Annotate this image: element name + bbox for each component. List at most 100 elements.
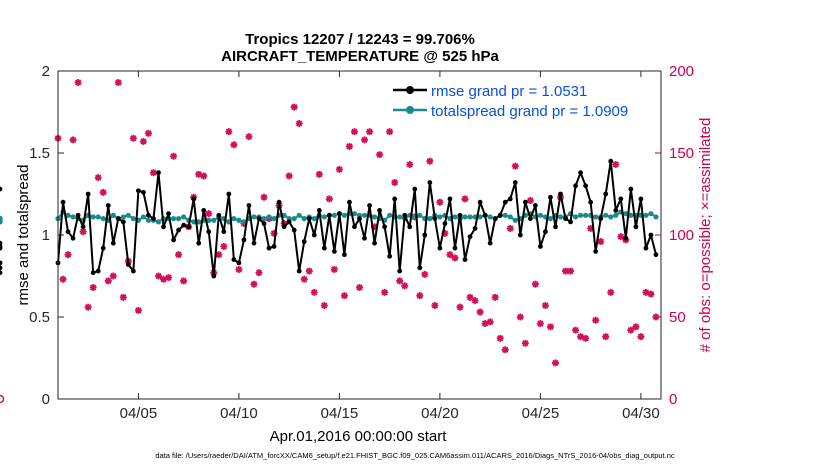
obs-count-point [305,267,313,275]
y-right-tick-label: 50 [669,309,686,326]
obs-count-point [94,174,102,182]
totalspread-point [502,212,508,218]
rmse-point [648,232,654,238]
obs-count-point [541,302,549,310]
obs-count-point [607,288,615,296]
obs-count-point [345,142,353,150]
totalspread-point [603,212,609,218]
totalspread-point [462,214,468,220]
rmse-point [196,240,202,246]
obs-count-point [431,302,439,310]
obs-count-point [421,270,429,278]
totalspread-point [65,212,71,218]
obs-count-point [371,223,379,231]
obs-count-point [416,292,424,300]
obs-count-point [637,333,645,341]
y-right-tick-label: 100 [669,227,694,244]
rmse-point [447,196,453,202]
rmse-point [241,237,247,243]
totalspread-point [95,214,101,220]
rmse-point [563,216,568,222]
obs-count-point [64,251,72,259]
obs-count-point [109,272,117,280]
data-file-footer: data file: /Users/raeder/DAI/ATM_forcXX/… [155,451,675,460]
totalspread-point [387,212,393,218]
obs-count-point [245,133,253,141]
totalspread-point [236,217,242,223]
totalspread-point [120,214,126,220]
legend-spread-label: totalspread grand pr = 1.0909 [431,103,628,120]
rmse-point [0,245,3,251]
obs-count-point [572,326,580,334]
obs-count-point [577,333,585,341]
rmse-point [226,191,232,197]
obs-count-point [531,280,539,288]
rmse-point [482,212,488,218]
obs-count-point [486,318,494,326]
rmse-point [90,270,96,276]
obs-count-point [165,274,173,282]
obs-count-point [155,272,162,280]
rmse-point [130,268,136,274]
rmse-point [417,265,423,271]
obs-count-point [255,269,263,277]
rmse-point [653,252,659,258]
rmse-point [532,203,538,208]
axes-frame [57,70,662,400]
rmse-point [291,227,297,233]
obs-count-point [350,128,358,136]
obs-count-point [451,254,459,262]
obs-count-point [340,292,348,300]
totalspread-point [301,216,307,222]
rmse-point [352,224,357,230]
rmse-point [633,224,639,230]
totalspread-point [341,212,348,218]
obs-count-point [290,103,298,111]
x-tick-label: 04/20 [421,405,459,422]
rmse-point [0,186,3,192]
totalspread-point [593,214,599,220]
rmse-point [271,244,277,249]
rmse-point [512,180,518,185]
rmse-point [603,191,609,197]
rmse-point [231,257,237,262]
y-right-tick-label: 150 [669,145,694,162]
rmse-point [110,240,116,246]
totalspread-point [176,216,182,222]
obs-count-point [521,339,529,347]
rmse-point [316,208,322,213]
rmse-point [276,199,282,205]
rmse-point [432,216,438,222]
rmse-point [392,196,398,202]
rmse-point [296,268,302,274]
totalspread-point [321,214,327,220]
obs-count-point [632,323,640,331]
obs-count-point [119,293,127,301]
rmse-point [261,221,267,226]
totalspread-point [145,217,152,223]
obs-count-point [335,165,343,173]
rmse-point [85,191,91,197]
rmse-point [382,224,388,230]
obs-count-point [582,334,590,342]
tick-labels: 04/05 04/10 04/15 04/20 04/25 04/3000.511.520… [29,63,694,422]
rmse-point [573,183,578,189]
totalspread-point [427,216,433,222]
totalspread-point [125,212,131,218]
rmse-point [125,262,131,267]
rmse-point [457,212,463,218]
rmse-point [638,196,644,202]
totalspread-point [70,214,76,220]
legend-rmse-marker [406,86,414,94]
rmse-point [120,219,126,225]
obs-count-point [235,265,243,273]
y-tick-label: 0.5 [29,309,50,326]
rmse-point [462,257,468,262]
obs-count-point [592,316,600,324]
rmse-point [0,265,3,271]
rmse-point [286,219,292,225]
rmse-point [326,212,332,218]
rmse-point [442,221,448,226]
totalspread-point [351,211,358,217]
